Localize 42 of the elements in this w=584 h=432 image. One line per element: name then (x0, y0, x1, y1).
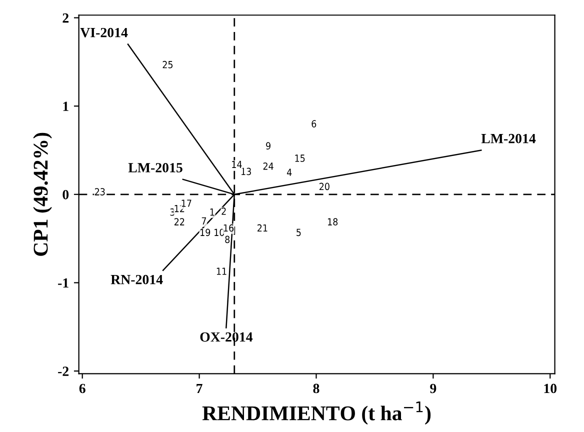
annotation: 10 (214, 228, 224, 236)
series-label: OX-2014 (200, 332, 253, 342)
annotation: 25 (162, 60, 173, 68)
annotation: 8 (225, 236, 230, 244)
annotation: 1 (210, 208, 214, 216)
y-tick-label: 0 (62, 190, 69, 200)
annotation: 24 (263, 162, 274, 170)
series-label: VI-2014 (80, 28, 128, 38)
annotation: 7 (202, 217, 206, 224)
y-tick-label: 2 (62, 13, 69, 23)
annotation: 23 (94, 188, 105, 196)
annotation: 2 (222, 208, 226, 215)
annotation: 19 (200, 228, 210, 236)
annotation: 12 (174, 204, 184, 212)
y-tick-label: -1 (58, 278, 68, 288)
annotation: 5 (296, 228, 301, 236)
annotation: 9 (266, 142, 270, 150)
annotation: 17 (182, 200, 192, 207)
annotation: 14 (232, 160, 242, 168)
annotation: 3 (170, 208, 174, 216)
x-tick-label: 10 (544, 384, 557, 394)
annotation: 21 (258, 224, 268, 232)
annotation: 16 (224, 224, 234, 232)
annotation: 4 (286, 168, 292, 176)
y-tick-label: -2 (58, 366, 69, 376)
series-label: LM-2014 (481, 134, 536, 144)
x-axis-title: RENDIMIENTO (t ha$^{−1}$) (202, 402, 431, 425)
annotation: 6 (312, 120, 316, 128)
annotation: 18 (328, 218, 338, 226)
x-tick-label: 6 (79, 384, 86, 394)
annotation: 11 (216, 268, 226, 275)
annotation: 13 (241, 168, 251, 176)
x-tick-label: 8 (313, 384, 320, 394)
y-tick-label: 1 (63, 102, 68, 111)
annotation: 20 (320, 182, 330, 190)
y-axis-title: CP1 (49.42%) (33, 132, 52, 256)
annotation: 22 (174, 218, 184, 226)
x-tick-label: 9 (430, 384, 436, 394)
annotation: 15 (295, 154, 305, 162)
series-label: RN-2014 (110, 274, 163, 284)
series-label: LM-2015 (128, 163, 182, 172)
x-tick-label: 7 (196, 384, 202, 394)
